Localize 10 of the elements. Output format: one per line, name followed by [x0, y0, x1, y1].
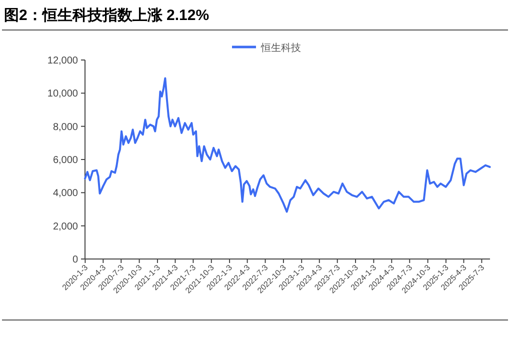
y-tick-label: 12,000 — [47, 56, 78, 66]
y-tick-label: 6,000 — [52, 155, 78, 166]
y-tick-label: 2,000 — [52, 221, 78, 232]
y-tick-label: 0 — [72, 254, 78, 266]
y-tick-label: 4,000 — [52, 188, 78, 200]
legend-label: 恒生科技 — [260, 42, 301, 54]
y-tick-label: 8,000 — [52, 122, 78, 133]
title: 图2：恒生科技指数上涨 2.12% — [4, 7, 210, 24]
y-tick-label: 10,000 — [47, 88, 78, 100]
legend: 恒生科技 — [232, 43, 301, 54]
